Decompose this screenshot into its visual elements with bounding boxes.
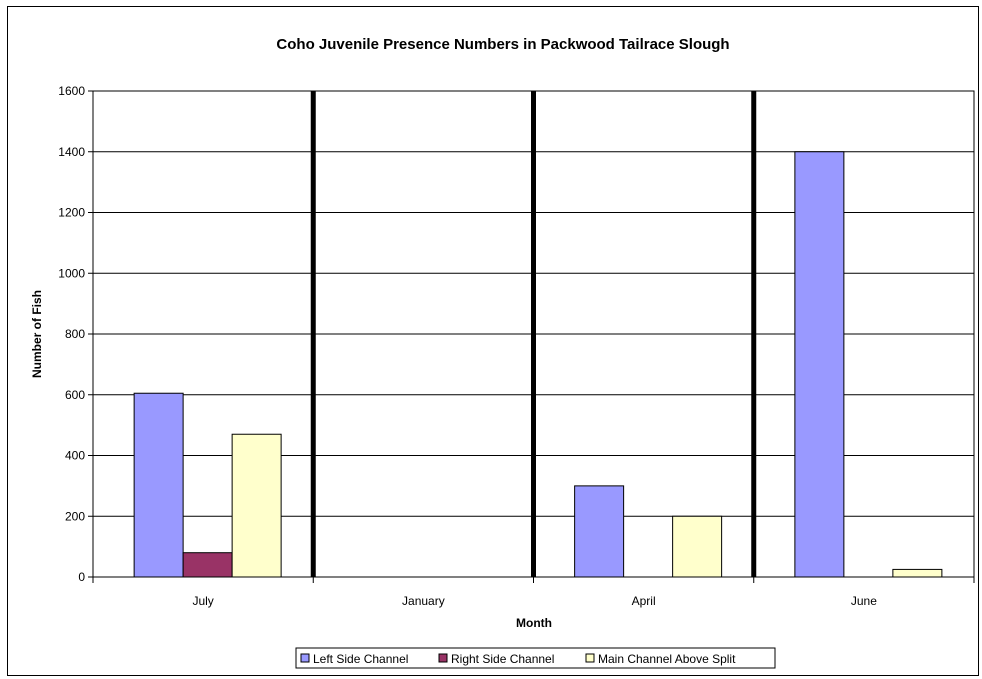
bar [794, 151, 845, 578]
bar [231, 433, 282, 578]
bar [182, 552, 233, 578]
y-tick-label: 200 [65, 509, 85, 523]
y-tick-label: 1000 [58, 266, 85, 280]
category-separators [310, 91, 757, 577]
bar [892, 568, 943, 578]
x-axis-ticks: July January April June [92, 577, 975, 608]
x-tick-label: July [192, 594, 213, 608]
chart-title: Coho Juvenile Presence Numbers in Packwo… [276, 36, 729, 53]
x-tick-label: April [632, 594, 656, 608]
y-tick-label: 600 [65, 388, 85, 402]
bar [672, 515, 723, 578]
x-tick-label: January [402, 594, 445, 608]
bar [133, 392, 184, 578]
x-axis-label: Month [516, 616, 552, 630]
y-tick-label: 400 [65, 449, 85, 463]
legend: Left Side Channel Right Side Channel Main … [295, 647, 776, 669]
y-tick-label: 800 [65, 327, 85, 341]
y-tick-label: 0 [78, 570, 85, 584]
legend-swatch [300, 653, 310, 663]
legend-label: Left Side Channel [313, 652, 408, 666]
legend-label: Main Channel Above Split [598, 652, 736, 666]
y-axis-label: Number of Fish [30, 290, 44, 378]
x-tick-label: June [851, 594, 877, 608]
legend-box [295, 647, 776, 669]
bars [133, 151, 943, 578]
bar [574, 485, 625, 578]
legend-swatch [438, 653, 448, 663]
legend-swatch [585, 653, 595, 663]
y-tick-label: 1400 [58, 145, 85, 159]
legend-label: Right Side Channel [451, 652, 554, 666]
y-tick-label: 1200 [58, 206, 85, 220]
y-axis-ticks: 0 200 400 600 800 1000 1200 1400 1600 [58, 84, 93, 584]
y-tick-label: 1600 [58, 84, 85, 98]
